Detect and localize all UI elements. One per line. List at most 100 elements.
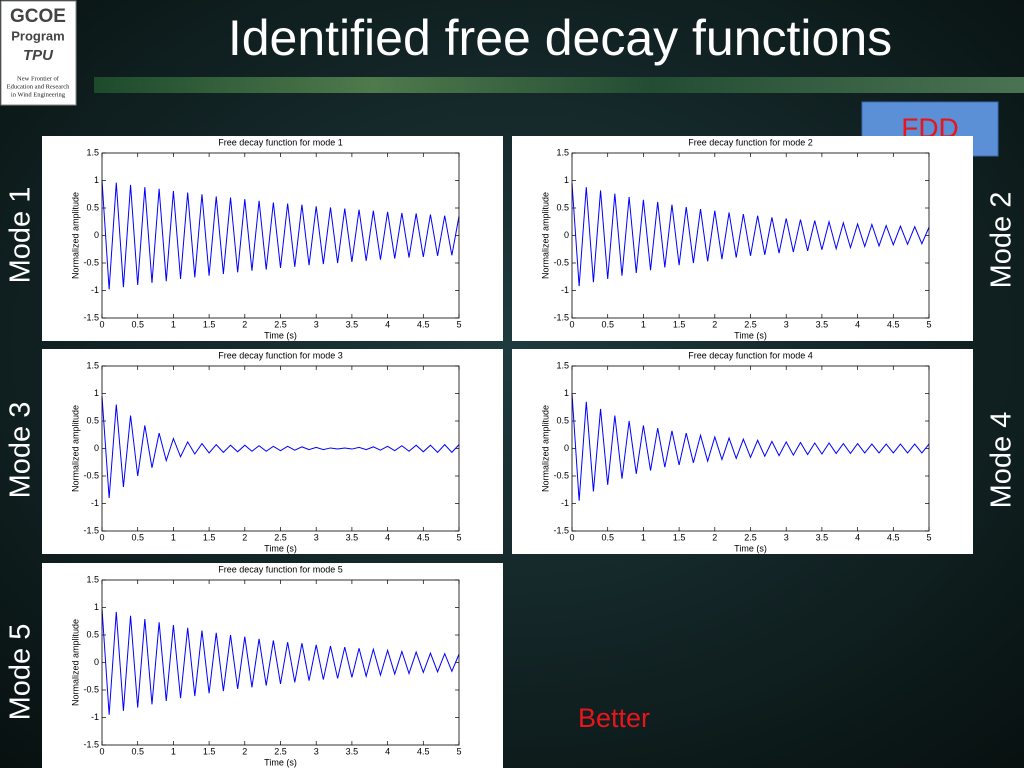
slide-title: Identified free decay functions (228, 10, 892, 66)
x-tick-label: 5 (456, 319, 461, 329)
note: Better (578, 703, 650, 733)
y-axis-label: Normalized amplitude (70, 405, 80, 492)
x-tick-label: 0 (99, 319, 104, 329)
x-tick-label: 1.5 (203, 746, 216, 756)
plot-frame (101, 365, 460, 532)
y-axis-label: Normalized amplitude (540, 405, 550, 492)
y-tick-label: -1 (561, 285, 569, 295)
y-tick-label: -1 (91, 285, 99, 295)
chart-title: Free decay function for mode 5 (218, 564, 343, 574)
x-tick-label: 3 (784, 532, 789, 542)
x-tick-label: 2.5 (274, 532, 287, 542)
mode-label: Mode 1 (5, 187, 37, 284)
x-tick-label: 1.5 (673, 319, 686, 329)
y-tick-label: 1 (564, 175, 569, 185)
x-tick-label: 3.5 (816, 532, 829, 542)
x-tick-label: 3 (314, 319, 319, 329)
plot-frame (571, 152, 930, 319)
x-tick-label: 0.5 (131, 746, 144, 756)
logo-caption: Education and Research (7, 83, 71, 90)
y-tick-label: -1.5 (83, 525, 99, 535)
x-tick-label: 2 (242, 532, 247, 542)
x-tick-label: 3.5 (346, 319, 359, 329)
x-tick-label: 5 (456, 532, 461, 542)
x-axis-label: Time (s) (734, 330, 767, 340)
x-tick-label: 2 (712, 532, 717, 542)
x-axis-label: Time (s) (264, 543, 297, 553)
x-tick-label: 4 (385, 746, 390, 756)
plot-frame (571, 365, 930, 532)
y-tick-label: 1.5 (86, 574, 99, 584)
y-tick-label: 0 (564, 443, 569, 453)
x-axis-label: Time (s) (734, 543, 767, 553)
x-tick-label: 0 (569, 319, 574, 329)
x-tick-label: 1.5 (203, 532, 216, 542)
x-tick-label: 4.5 (887, 319, 900, 329)
logo-caption: in Wind Engineering (11, 91, 66, 98)
chart-title: Free decay function for mode 1 (218, 137, 343, 147)
y-axis-label: Normalized amplitude (540, 192, 550, 279)
mode-label: Mode 3 (5, 402, 37, 499)
y-tick-label: 1 (94, 602, 99, 612)
x-tick-label: 4.5 (417, 746, 430, 756)
y-tick-label: -1 (91, 498, 99, 508)
x-tick-label: 1 (171, 746, 176, 756)
x-tick-label: 4 (385, 319, 390, 329)
decay-line (101, 608, 460, 715)
y-tick-label: -0.5 (553, 470, 569, 480)
y-tick-label: -1.5 (83, 739, 99, 749)
x-tick-label: 1.5 (203, 319, 216, 329)
y-tick-label: -1.5 (83, 312, 99, 322)
x-tick-label: 4.5 (417, 319, 430, 329)
x-tick-label: 1 (171, 319, 176, 329)
x-tick-label: 1 (641, 319, 646, 329)
x-tick-label: 3.5 (346, 532, 359, 542)
x-tick-label: 1 (171, 532, 176, 542)
marble-band (94, 77, 1024, 93)
x-tick-label: 3 (314, 746, 319, 756)
y-axis-label: Normalized amplitude (70, 619, 80, 706)
logo-text: TPU (23, 47, 54, 64)
x-tick-label: 0 (99, 746, 104, 756)
mode-label: Mode 5 (5, 624, 37, 721)
x-tick-label: 3.5 (346, 746, 359, 756)
y-tick-label: 1.5 (86, 360, 99, 370)
x-tick-label: 4.5 (417, 532, 430, 542)
logo-box (0, 0, 77, 106)
x-tick-label: 3.5 (816, 319, 829, 329)
y-tick-label: -1 (561, 498, 569, 508)
x-tick-label: 2.5 (744, 532, 757, 542)
x-tick-label: 0.5 (601, 532, 614, 542)
x-tick-label: 4.5 (887, 532, 900, 542)
y-tick-label: 0 (564, 230, 569, 240)
y-tick-label: 0 (94, 230, 99, 240)
x-tick-label: 5 (456, 746, 461, 756)
logo-text: GCOE (10, 6, 66, 27)
chart-title: Free decay function for mode 2 (688, 137, 813, 147)
x-tick-label: 1 (641, 532, 646, 542)
chart-panel (42, 563, 503, 768)
x-tick-label: 0.5 (601, 319, 614, 329)
y-tick-label: -0.5 (83, 470, 99, 480)
chart-panel (512, 349, 973, 554)
plot-frame (101, 579, 460, 746)
decay-line (101, 180, 460, 290)
x-tick-label: 0.5 (131, 532, 144, 542)
y-tick-label: -0.5 (83, 257, 99, 267)
chart-panel (512, 136, 973, 341)
decay-line (101, 396, 460, 499)
x-tick-label: 4 (855, 532, 860, 542)
y-tick-label: 0.5 (86, 415, 99, 425)
plot-frame (101, 152, 460, 319)
logo-caption: New Frontier of (17, 75, 60, 82)
mode-label: Mode 2 (986, 192, 1018, 289)
x-tick-label: 1.5 (673, 532, 686, 542)
x-tick-label: 2.5 (744, 319, 757, 329)
x-tick-label: 4 (855, 319, 860, 329)
y-tick-label: 0.5 (86, 202, 99, 212)
chart-title: Free decay function for mode 4 (688, 350, 813, 360)
y-tick-label: 1.5 (556, 147, 569, 157)
x-tick-label: 4 (385, 532, 390, 542)
